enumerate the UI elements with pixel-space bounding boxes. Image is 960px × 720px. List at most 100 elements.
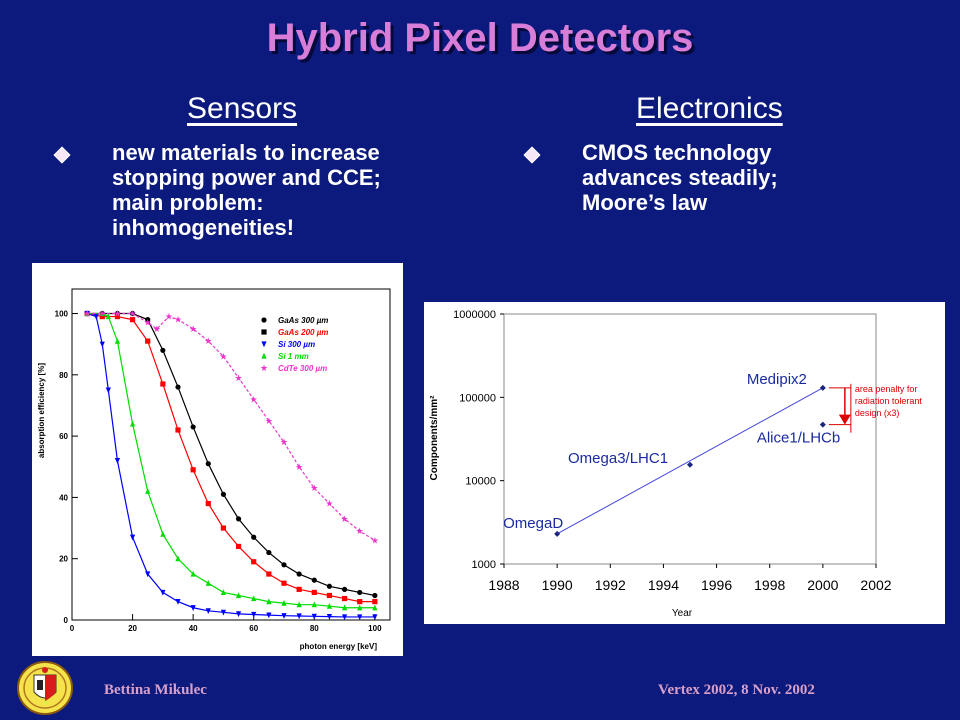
- y-tick-label: 60: [59, 432, 68, 441]
- series-line: [87, 312, 375, 603]
- legend-marker: ★: [260, 364, 268, 374]
- data-point: [819, 421, 826, 428]
- data-point: ★: [295, 463, 303, 473]
- x-tick-label: 2002: [860, 577, 891, 593]
- data-point: [296, 601, 302, 608]
- data-point: [160, 347, 166, 353]
- data-point: ★: [98, 310, 106, 320]
- annotation-text: area penalty for: [855, 384, 918, 394]
- data-point: [190, 467, 196, 473]
- data-point: ★: [310, 484, 318, 494]
- moore-chart-panel: 1000 10000 100000 1000000 1988 1990 1992 1994 19…: [424, 302, 945, 624]
- y-tick-label: 20: [59, 555, 68, 564]
- y-tick-label: 100: [55, 310, 69, 319]
- data-point: [160, 381, 166, 387]
- sensors-bullet-line: new materials to increase: [112, 140, 380, 165]
- data-point: [205, 580, 211, 586]
- data-point: [341, 614, 348, 621]
- slide-title: Hybrid Pixel Detectors: [266, 16, 694, 60]
- components-per-year-chart: 1000 10000 100000 1000000 1988 1990 1992 1994 19…: [429, 309, 922, 619]
- data-point: ★: [219, 352, 227, 362]
- sensors-bullet-line: inhomogeneities!: [112, 215, 295, 240]
- data-point: [114, 337, 121, 344]
- legend-entry: Si 300 µm: [278, 340, 315, 349]
- data-point: [326, 592, 333, 599]
- x-axis-label: Year: [672, 608, 693, 619]
- data-point: [372, 614, 378, 621]
- data-point: [819, 384, 826, 391]
- data-point: [266, 598, 272, 605]
- data-point: [281, 613, 287, 619]
- x-tick-label: 1988: [488, 577, 519, 593]
- data-point: [114, 458, 121, 464]
- data-point: [93, 313, 99, 320]
- data-point: [326, 614, 333, 620]
- sensors-bullet-text: new materials to increase stopping power…: [112, 140, 381, 240]
- data-point: [251, 559, 257, 565]
- series-line: [87, 312, 376, 541]
- legend-marker: [261, 317, 267, 323]
- x-tick-label: 40: [189, 624, 198, 633]
- data-point: [326, 603, 333, 609]
- y-tick-label: 0: [64, 616, 69, 625]
- electronics-heading: Electronics: [636, 92, 783, 125]
- data-point: ★: [235, 374, 243, 384]
- data-point: [251, 595, 257, 602]
- data-point: [266, 612, 272, 619]
- data-point: [372, 592, 378, 599]
- y-tick-label: 10000: [465, 476, 496, 488]
- x-tick-label: 1994: [648, 577, 679, 593]
- data-point: [372, 599, 378, 605]
- diamond-bullet-icon: [523, 146, 541, 164]
- data-point: [357, 599, 363, 605]
- data-point: [281, 599, 287, 606]
- data-point: ★: [189, 325, 197, 335]
- data-point: ★: [250, 395, 258, 405]
- x-tick-label: 1990: [542, 577, 573, 593]
- data-point: [129, 420, 136, 427]
- electronics-bullet-line: CMOS technology: [582, 140, 772, 165]
- data-point: ★: [153, 325, 161, 335]
- legend-marker: [261, 341, 267, 348]
- x-tick-label: 80: [310, 624, 319, 633]
- legend-marker: [261, 352, 267, 359]
- annotation-text: design (x3): [855, 408, 900, 418]
- data-point: [281, 562, 287, 568]
- series-line: [87, 312, 375, 609]
- data-point: [190, 605, 196, 611]
- data-point: [145, 571, 151, 578]
- data-point: [160, 589, 166, 596]
- legend-entry: GaAs 200 µm: [278, 328, 328, 337]
- data-point: [205, 500, 211, 507]
- point-label: Alice1/LHCb: [757, 430, 840, 447]
- data-point: [311, 577, 317, 583]
- point-label: Omega3/LHC1: [568, 450, 668, 467]
- data-point: [220, 525, 227, 531]
- sensors-bullet: new materials to increase stopping power…: [53, 140, 456, 240]
- absorption-chart-panel: 0 20 40 60 80 100 0 20 40 60 80 100 ★ ★ ★ ★ ★ ★ ★ ★ ★ ★ ★ ★ ★ ★ ★…: [32, 263, 403, 656]
- data-point: [311, 589, 317, 596]
- sensors-bullet-line: stopping power and CCE;: [112, 165, 381, 190]
- data-point: ★: [144, 319, 152, 329]
- data-point: [99, 313, 105, 320]
- y-tick-label: 1000: [472, 559, 496, 571]
- point-label: Medipix2: [747, 371, 807, 388]
- data-point: [687, 461, 693, 468]
- data-point: [145, 338, 151, 344]
- footer-author: Bettina Mikulec: [104, 682, 207, 698]
- x-tick-label: 2000: [807, 577, 838, 593]
- data-point: [372, 604, 378, 611]
- data-point: [311, 601, 317, 608]
- data-point: [205, 461, 211, 467]
- y-axis-label: Components/mm²: [429, 395, 440, 481]
- data-point: [296, 586, 302, 592]
- electronics-bullet-line: advances steadily;: [582, 165, 778, 190]
- x-axis-label: photon energy [keV]: [300, 642, 378, 651]
- data-point: [266, 549, 272, 556]
- series-line: [87, 312, 375, 597]
- data-point: [235, 516, 242, 522]
- data-point: [266, 571, 272, 577]
- data-point: [99, 341, 105, 348]
- data-point: [205, 608, 211, 615]
- x-tick-label: 1996: [701, 577, 732, 593]
